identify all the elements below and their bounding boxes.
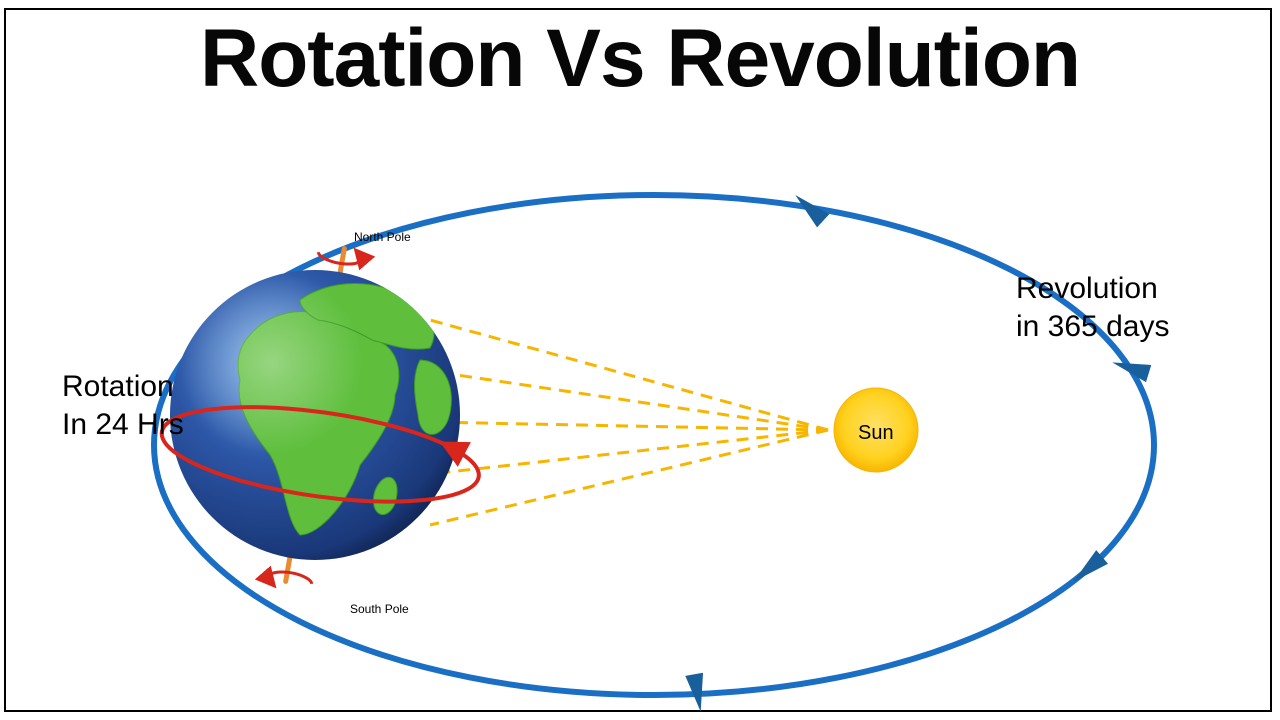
revolution-label-line2: in 365 days	[1016, 310, 1169, 343]
earth-icon	[162, 248, 479, 588]
revolution-label: Revolution in 365 days	[1016, 270, 1169, 345]
rotation-label-line1: Rotation	[62, 370, 174, 403]
revolution-label-line1: Revolution	[1016, 272, 1158, 305]
diagram-svg	[0, 0, 1280, 720]
north-pole-label: North Pole	[354, 230, 411, 245]
rotation-label: Rotation In 24 Hrs	[62, 368, 184, 443]
sun-rays	[430, 320, 828, 525]
south-pole-label: South Pole	[350, 602, 409, 617]
rotation-arrow-south	[268, 569, 313, 588]
rotation-label-line2: In 24 Hrs	[62, 408, 184, 441]
sun-label: Sun	[858, 421, 894, 446]
